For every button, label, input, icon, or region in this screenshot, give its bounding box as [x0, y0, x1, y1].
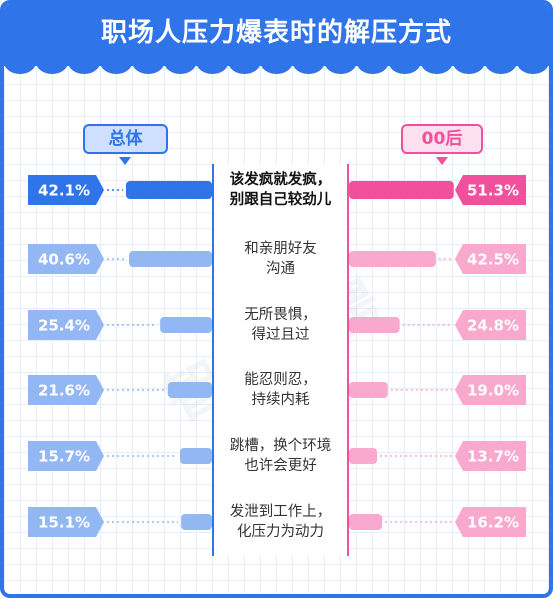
header-scallop: [4, 52, 549, 74]
gen00-bar: [349, 448, 377, 464]
gen00-value-label: 16.2%: [467, 514, 519, 532]
category-label-line: 能忍则忍，: [244, 372, 317, 388]
category-label-line: 别跟自己较劲儿: [229, 192, 332, 208]
overall-bar: [167, 382, 212, 398]
gen00-value-badge: [455, 507, 526, 537]
gen00-value-label: 51.3%: [467, 182, 519, 200]
legend-00s-pointer: [436, 157, 448, 165]
overall-bar: [126, 181, 212, 199]
category-label: 和亲朋好友 沟通: [214, 239, 347, 279]
overall-bar: [181, 514, 212, 530]
overall-value-label: 25.4%: [38, 317, 90, 335]
butterfly-chart: 42.1% 51.3% 40.6% 42.5% 25.4% 24.8% 21.6% 19.0%…: [28, 175, 526, 537]
overall-value-badge: [28, 244, 104, 274]
category-label: 跳槽，换个环境 也许会更好: [214, 436, 347, 476]
category-label-line: 也许会更好: [244, 458, 317, 474]
gen00-value-label: 24.8%: [467, 317, 519, 335]
overall-value-label: 15.1%: [38, 514, 90, 532]
category-label-line: 持续内耗: [251, 392, 310, 408]
overall-value-label: 40.6%: [38, 251, 90, 269]
legend-00s: 00后: [401, 124, 483, 154]
category-label-line: 和亲朋好友: [244, 241, 317, 257]
gen00-bar: [349, 181, 454, 199]
category-label-line: 沟通: [266, 261, 295, 277]
category-label-line: 该发疯就发疯，: [229, 172, 332, 188]
gen00-bar: [349, 317, 400, 333]
gen00-value-label: 42.5%: [467, 251, 519, 269]
gen00-value-badge: [455, 310, 526, 340]
overall-value-badge: [28, 507, 104, 537]
overall-bar: [179, 448, 212, 464]
gen00-bar: [349, 382, 388, 398]
category-column: [212, 164, 349, 556]
overall-bar: [129, 251, 212, 267]
overall-bar: [160, 317, 212, 333]
category-label-line: 发泄到工作上，: [229, 504, 332, 520]
gen00-value-badge: [455, 441, 526, 471]
category-label-line: 无所畏惧，: [244, 307, 317, 323]
overall-value-badge: [28, 175, 104, 205]
category-label: 无所畏惧， 得过且过: [214, 305, 347, 345]
overall-value-badge: [28, 441, 104, 471]
legend-overall-pointer: [119, 157, 131, 165]
category-label: 发泄到工作上， 化压力为动力: [214, 502, 347, 542]
category-label-line: 得过且过: [251, 327, 310, 343]
gen00-value-label: 19.0%: [467, 382, 519, 400]
category-label: 能忍则忍， 持续内耗: [214, 370, 347, 410]
category-label-line: 跳槽，换个环境: [229, 438, 332, 454]
gen00-bar: [349, 514, 383, 530]
gen00-value-badge: [455, 244, 526, 274]
overall-value-badge: [28, 375, 104, 405]
overall-value-label: 15.7%: [38, 448, 90, 466]
page-title: 职场人压力爆表时的解压方式: [100, 18, 452, 48]
overall-value-badge: [28, 310, 104, 340]
gen00-bar: [349, 251, 436, 267]
overall-value-label: 42.1%: [38, 182, 90, 200]
gen00-value-badge: [455, 375, 526, 405]
category-label: 该发疯就发疯， 别跟自己较劲儿: [214, 170, 347, 210]
gen00-value-label: 13.7%: [467, 448, 519, 466]
gen00-value-badge: [455, 175, 526, 205]
overall-value-label: 21.6%: [38, 382, 90, 400]
category-label-line: 化压力为动力: [237, 524, 324, 540]
legend-overall: 总体: [83, 124, 168, 154]
